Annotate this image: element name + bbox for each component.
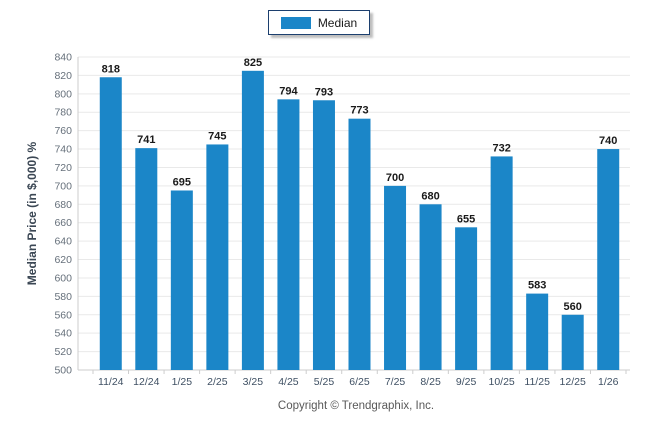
bar [419, 204, 442, 370]
bar [99, 77, 122, 371]
x-tick-label: 3/25 [243, 376, 264, 388]
y-tick-label: 580 [54, 291, 72, 303]
bar [490, 156, 513, 370]
bar-value-label: 583 [528, 280, 546, 292]
bar-value-label: 732 [492, 142, 510, 154]
x-tick-label: 12/24 [133, 376, 159, 388]
x-tick-label: 12/25 [560, 376, 586, 388]
y-tick-label: 500 [54, 365, 72, 377]
y-tick-label: 740 [54, 144, 72, 156]
bar [135, 148, 158, 370]
legend: Median [268, 10, 370, 35]
x-tick-label: 11/24 [98, 376, 124, 388]
bar-value-label: 680 [421, 190, 439, 202]
y-tick-label: 640 [54, 236, 72, 248]
legend-swatch-median [280, 16, 311, 29]
bar-value-label: 740 [599, 135, 617, 147]
y-axis-tick-labels: 500 520 540 560 580 600 620 640 660 680 700 720 740 7… [54, 52, 72, 377]
bar-value-label: 773 [350, 105, 368, 117]
bar-value-label: 793 [315, 86, 333, 98]
x-tick-label: 9/25 [456, 376, 477, 388]
bar [206, 144, 229, 370]
x-tick-label: 11/25 [524, 376, 550, 388]
bars [99, 70, 620, 371]
x-tick-label: 10/25 [488, 376, 514, 388]
bar [241, 70, 264, 370]
x-tick-label: 5/25 [314, 376, 335, 388]
y-tick-label: 720 [54, 162, 72, 174]
bar [526, 293, 549, 370]
bar [597, 149, 620, 370]
bar-value-label: 825 [244, 57, 262, 69]
y-tick-label: 700 [54, 180, 72, 192]
bar [348, 118, 371, 370]
y-tick-label: 600 [54, 272, 72, 284]
y-tick-label: 840 [54, 52, 72, 64]
bar [277, 99, 300, 371]
y-axis-title: Median Price (in $,000) % [25, 141, 39, 285]
copyright-text: Copyright © Trendgraphix, Inc. [277, 400, 435, 412]
x-tick-label: 2/25 [207, 376, 228, 388]
bar [455, 227, 478, 370]
y-tick-label: 760 [54, 125, 72, 137]
bar-value-label: 695 [173, 176, 191, 188]
y-tick-label: 820 [54, 70, 72, 82]
x-tick-label: 1/25 [172, 376, 193, 388]
y-tick-label: 660 [54, 217, 72, 229]
bar-value-label: 745 [208, 130, 226, 142]
x-tick-label: 8/25 [420, 376, 441, 388]
legend-label-median: Median [317, 15, 358, 30]
y-tick-label: 560 [54, 309, 72, 321]
x-tick-label: 6/25 [349, 376, 370, 388]
y-tick-label: 520 [54, 346, 72, 358]
bar-value-labels: 818 741 695 745 825 794 793 773 700 680 655 732 583 5… [102, 57, 618, 313]
y-tick-label: 680 [54, 199, 72, 211]
bar [170, 190, 193, 370]
bar-value-label: 741 [137, 134, 155, 146]
bar-value-label: 560 [564, 301, 582, 313]
bar [384, 185, 407, 370]
bar [561, 314, 584, 370]
x-tick-label: 7/25 [385, 376, 406, 388]
bar-value-label: 794 [279, 85, 298, 97]
y-tick-label: 780 [54, 107, 72, 119]
bar-value-label: 655 [457, 213, 475, 225]
y-tick-label: 800 [54, 88, 72, 100]
y-tick-label: 540 [54, 328, 72, 340]
x-axis-tick-labels: 11/24 12/24 1/25 2/25 3/25 4/25 5/25 6/25 7/25 8/… [98, 376, 619, 388]
x-tick-label: 4/25 [278, 376, 299, 388]
x-tick-label: 1/26 [598, 376, 619, 388]
bar-value-label: 700 [386, 172, 404, 184]
y-tick-label: 620 [54, 254, 72, 266]
bar-value-label: 818 [102, 63, 120, 75]
bar [312, 100, 335, 371]
